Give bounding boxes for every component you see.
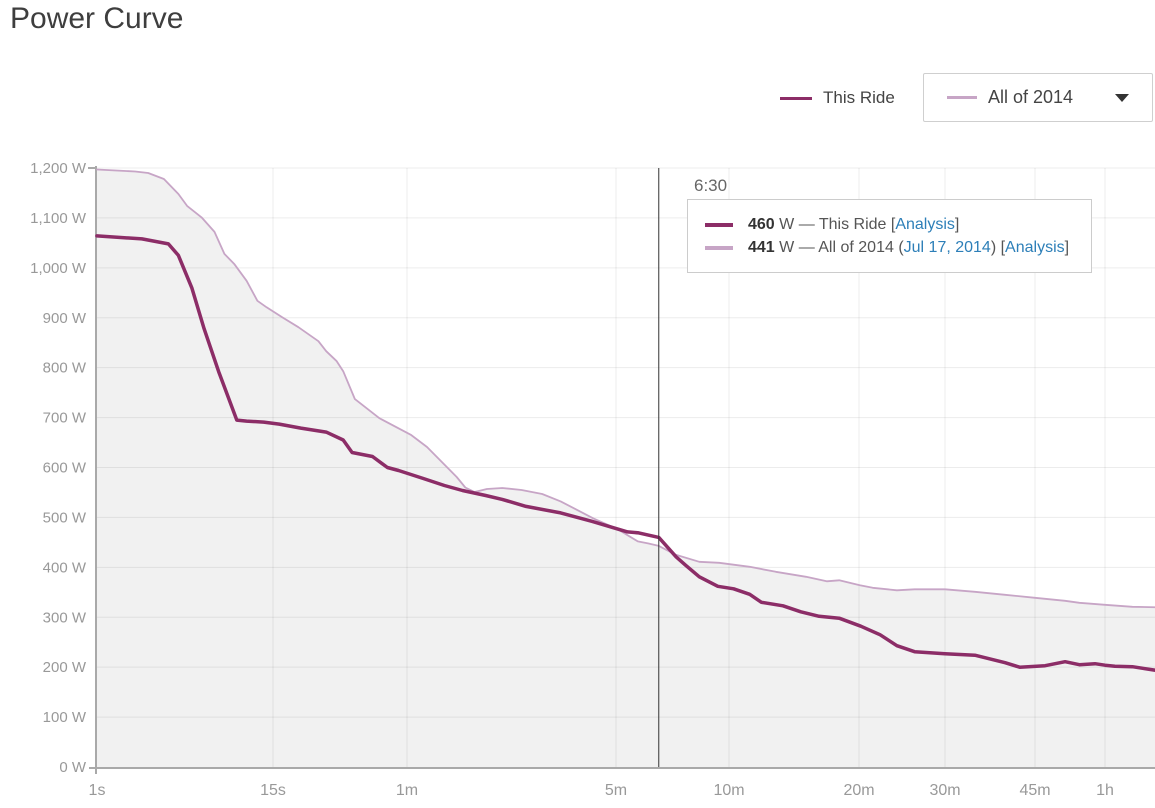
x-tick-label: 20m <box>843 782 874 799</box>
tooltip-text: W — All of 2014 ( <box>774 238 904 256</box>
this-ride-value: 460 <box>748 215 775 233</box>
tooltip-row-all-2014: 441 W — All of 2014 (Jul 17, 2014) [Anal… <box>705 236 1091 259</box>
tooltip-this-ride-text: 460 W — This Ride [Analysis] <box>748 216 959 234</box>
x-tick-label: 15s <box>260 782 286 799</box>
y-tick-label: 500 W <box>43 509 87 526</box>
x-tick-label: 10m <box>713 782 744 799</box>
y-tick-label: 1,000 W <box>30 260 87 277</box>
chart-tooltip: 460 W — This Ride [Analysis] 441 W — All… <box>687 199 1092 273</box>
tooltip-all-2014-text: 441 W — All of 2014 (Jul 17, 2014) [Anal… <box>748 239 1069 257</box>
y-tick-label: 800 W <box>43 360 87 377</box>
x-tick-label: 30m <box>929 782 960 799</box>
compare-swatch <box>705 245 733 250</box>
y-tick-label: 900 W <box>43 310 87 327</box>
y-tick-label: 1,200 W <box>30 160 87 177</box>
all-2014-value: 441 <box>748 238 775 256</box>
x-tick-label: 45m <box>1019 782 1050 799</box>
y-tick-label: 300 W <box>43 609 87 626</box>
compare-area-fill <box>97 169 1155 767</box>
y-tick-label: 200 W <box>43 659 87 676</box>
analysis-link[interactable]: Analysis <box>895 215 955 233</box>
chevron-down-icon <box>1115 93 1129 102</box>
tooltip-row-this-ride: 460 W — This Ride [Analysis] <box>705 213 1091 236</box>
y-tick-label: 600 W <box>43 460 87 477</box>
x-tick-label: 5m <box>605 782 627 799</box>
x-tick-label: 1s <box>89 782 106 799</box>
y-tick-label: 400 W <box>43 559 87 576</box>
y-tick-label: 700 W <box>43 410 87 427</box>
cursor-time-label: 6:30 <box>694 176 728 195</box>
tooltip-text: ] <box>954 215 960 233</box>
tooltip-text: ) [ <box>990 238 1006 256</box>
x-tick-label: 1h <box>1096 782 1114 799</box>
tooltip-text: ] <box>1064 238 1070 256</box>
compare-period-dropdown[interactable]: All of 2014 <box>923 73 1153 122</box>
y-tick-label: 100 W <box>43 709 87 726</box>
compare-swatch <box>947 96 977 99</box>
this-ride-line <box>95 234 1155 672</box>
this-ride-swatch <box>780 96 812 100</box>
this-ride-swatch <box>705 222 733 227</box>
y-tick-label: 0 W <box>59 759 87 776</box>
tooltip-text: W — This Ride [ <box>774 215 896 233</box>
date-link[interactable]: Jul 17, 2014 <box>903 238 991 256</box>
compare-dropdown-label: All of 2014 <box>988 87 1074 107</box>
legend-this-ride-label: This Ride <box>823 88 895 107</box>
analysis-link[interactable]: Analysis <box>1005 238 1065 256</box>
page-title: Power Curve <box>10 2 184 35</box>
all-of-2014-line <box>96 168 1155 609</box>
legend-this-ride: This Ride <box>780 86 895 110</box>
y-tick-label: 1,100 W <box>30 210 87 227</box>
x-tick-label: 1m <box>396 782 418 799</box>
